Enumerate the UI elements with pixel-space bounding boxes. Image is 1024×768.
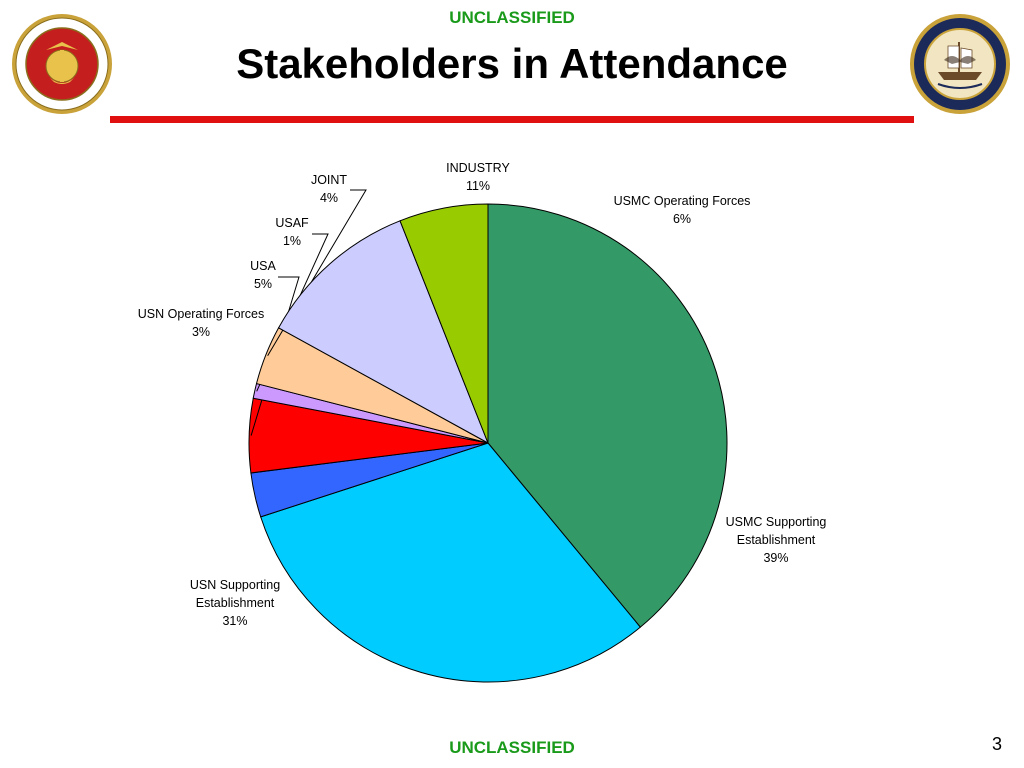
slice-category-label: USMC Operating Forces	[614, 194, 751, 208]
slice-category-label: USN Supporting	[190, 578, 280, 592]
pie-slice-usmc-supporting-establishment	[487, 203, 728, 628]
navy-seal-icon	[910, 14, 1010, 114]
title-divider	[110, 116, 914, 123]
slice-category-label: JOINT	[311, 173, 347, 187]
pie-slice-usn-supporting-establishment	[260, 442, 642, 683]
slice-percent-label: 11%	[466, 179, 490, 193]
page-title: Stakeholders in Attendance	[236, 40, 788, 87]
slice-category-label: Establishment	[737, 533, 816, 547]
slice-category-label: USAF	[275, 216, 309, 230]
slice-percent-label: 5%	[254, 277, 272, 291]
classification-banner-top: UNCLASSIFIED	[449, 8, 575, 27]
slice-category-label: Establishment	[196, 596, 275, 610]
pie-slice-usmc-operating-forces	[399, 203, 489, 444]
pie-slice-industry	[277, 220, 489, 445]
slice-percent-label: 1%	[283, 234, 301, 248]
slice-category-label: INDUSTRY	[446, 161, 510, 175]
slice-percent-label: 6%	[673, 212, 691, 226]
page-number: 3	[991, 734, 1002, 754]
slice-percent-label: 39%	[763, 551, 788, 565]
slice-percent-label: 31%	[222, 614, 247, 628]
slice-category-label: USN Operating Forces	[138, 307, 264, 321]
classification-banner-bottom: UNCLASSIFIED	[449, 738, 575, 757]
slice-percent-label: 3%	[192, 325, 210, 339]
slice-category-label: USA	[250, 259, 276, 273]
slice-percent-label: 4%	[320, 191, 338, 205]
slice-category-label: USMC Supporting	[726, 515, 827, 529]
usmc-seal-icon	[12, 14, 112, 114]
